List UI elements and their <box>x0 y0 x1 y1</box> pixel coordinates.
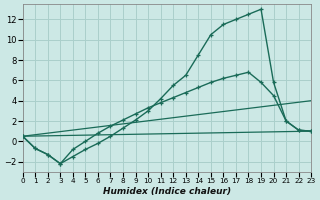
X-axis label: Humidex (Indice chaleur): Humidex (Indice chaleur) <box>103 187 231 196</box>
